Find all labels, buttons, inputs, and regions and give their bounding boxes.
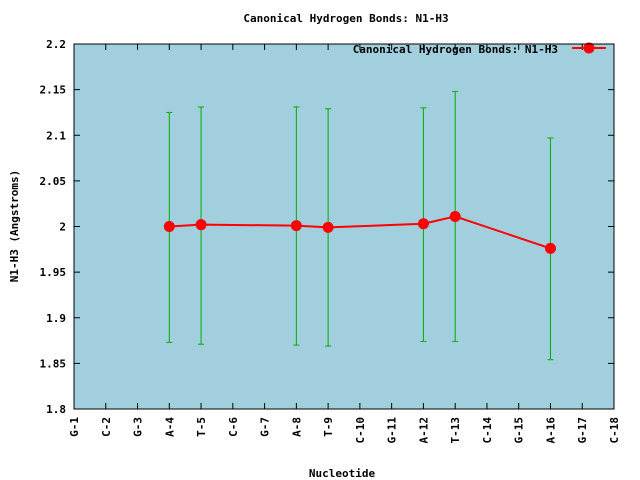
y-tick-label: 2.2 — [46, 38, 66, 51]
y-tick-label: 2.1 — [46, 129, 66, 142]
y-tick-label: 1.8 — [46, 403, 66, 416]
y-tick-label: 1.85 — [40, 357, 67, 370]
plot-border — [73, 43, 615, 410]
data-points — [163, 210, 556, 254]
x-tick-label: A-8 — [290, 417, 303, 437]
x-tick-label: T-5 — [195, 417, 208, 437]
x-tick-label: G-15 — [513, 417, 526, 444]
y-tick-label: 2.15 — [40, 84, 67, 97]
x-tick-label: T-9 — [322, 417, 335, 437]
y-tick-label: 1.95 — [40, 266, 67, 279]
x-tick-label: T-13 — [449, 417, 462, 444]
y-tick-label: 2 — [59, 221, 66, 234]
legend-label: Canonical Hydrogen Bonds: N1-H3 — [353, 43, 558, 56]
x-tick-label: G-7 — [259, 417, 272, 437]
data-point — [290, 220, 302, 232]
axis-ticks: 1.8 1.85 1.9 1.95 2 2.05 2.1 2.15 2.2 G-1 C-2 G-3 A-… — [40, 38, 622, 444]
y-tick-label: 2.05 — [40, 175, 67, 188]
x-tick-label: G-3 — [132, 417, 145, 437]
legend: Canonical Hydrogen Bonds: N1-H3 — [353, 42, 606, 56]
x-tick-label: A-16 — [544, 417, 557, 444]
x-tick-label: A-4 — [163, 417, 176, 437]
data-point — [322, 221, 334, 233]
legend-marker — [583, 42, 595, 54]
data-point — [163, 221, 175, 232]
x-tick-label: C-14 — [481, 417, 494, 444]
chart-title: Canonical Hydrogen Bonds: N1-H3 — [243, 12, 448, 25]
x-tick-label: C-2 — [100, 417, 113, 437]
x-tick-label: C-10 — [354, 417, 367, 444]
x-tick-label: G-11 — [386, 417, 399, 444]
y-tick-label: 1.9 — [46, 312, 66, 325]
x-tick-label: C-6 — [227, 417, 240, 437]
x-tick-label: G-17 — [576, 417, 589, 444]
x-axis-label: Nucleotide — [309, 467, 376, 480]
x-tick-label: C-18 — [608, 417, 621, 444]
data-point — [544, 242, 556, 254]
data-point — [417, 218, 429, 230]
data-point — [449, 210, 461, 222]
data-point — [195, 219, 207, 231]
x-tick-label: A-12 — [417, 417, 430, 444]
y-axis-label: N1-H3 (Angstroms) — [8, 170, 21, 283]
x-tick-label: G-1 — [68, 417, 81, 437]
